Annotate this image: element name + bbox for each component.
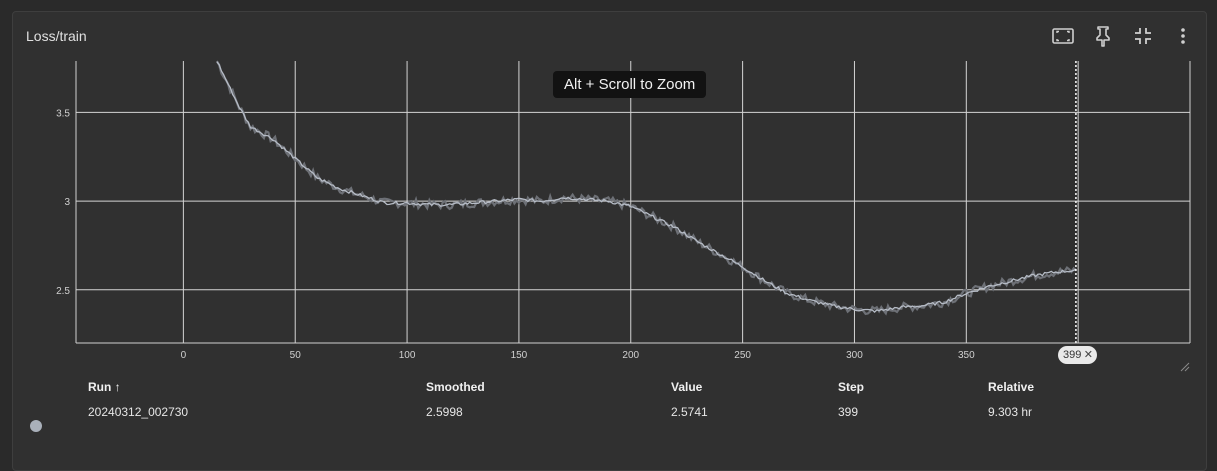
x-tick-label: 100 bbox=[399, 350, 416, 361]
cell-value: 2.5741 bbox=[671, 405, 708, 419]
cell-smoothed: 2.5998 bbox=[426, 405, 463, 419]
column-header-step[interactable]: Step bbox=[838, 380, 865, 394]
y-tick-label: 2.5 bbox=[56, 286, 70, 297]
raw-series-line bbox=[215, 60, 1077, 316]
cell-step: 399 bbox=[838, 405, 859, 419]
cell-relative: 9.303 hr bbox=[988, 405, 1033, 419]
zoom-tooltip: Alt + Scroll to Zoom bbox=[553, 71, 707, 98]
x-tick-label: 50 bbox=[290, 350, 302, 361]
more-vert-icon[interactable] bbox=[1171, 24, 1195, 48]
y-tick-label: 3.5 bbox=[56, 108, 70, 119]
run-color-swatch[interactable] bbox=[30, 420, 42, 432]
smoothed-series-line bbox=[216, 61, 1077, 313]
x-tick-label: 200 bbox=[622, 350, 639, 361]
close-icon[interactable]: ✕ bbox=[1083, 349, 1093, 361]
x-tick-label: 300 bbox=[846, 350, 863, 361]
column-header-value[interactable]: Value bbox=[671, 380, 703, 394]
collapse-icon[interactable] bbox=[1131, 24, 1155, 48]
pin-icon[interactable] bbox=[1091, 24, 1115, 48]
y-tick-label: 3 bbox=[64, 197, 70, 208]
x-tick-label: 350 bbox=[958, 350, 975, 361]
column-header-run[interactable]: Run ↑ bbox=[88, 380, 121, 394]
cursor-step-label: 399 bbox=[1063, 349, 1082, 361]
line-chart[interactable]: 0 50 100 150 200 250 300 350 2.5 3 3.5 bbox=[0, 0, 1217, 380]
x-tick-label: 250 bbox=[734, 350, 751, 361]
resize-handle-icon[interactable] bbox=[1180, 362, 1190, 372]
column-header-smoothed[interactable]: Smoothed bbox=[426, 380, 485, 394]
cell-run: 20240312_002730 bbox=[88, 405, 189, 419]
x-tick-label: 0 bbox=[181, 350, 187, 361]
column-header-relative[interactable]: Relative bbox=[988, 380, 1035, 394]
fit-domain-icon[interactable] bbox=[1051, 24, 1075, 48]
card-title: Loss/train bbox=[26, 28, 87, 44]
cursor-step-chip[interactable]: 399 ✕ bbox=[1058, 346, 1097, 364]
x-tick-label: 150 bbox=[511, 350, 528, 361]
